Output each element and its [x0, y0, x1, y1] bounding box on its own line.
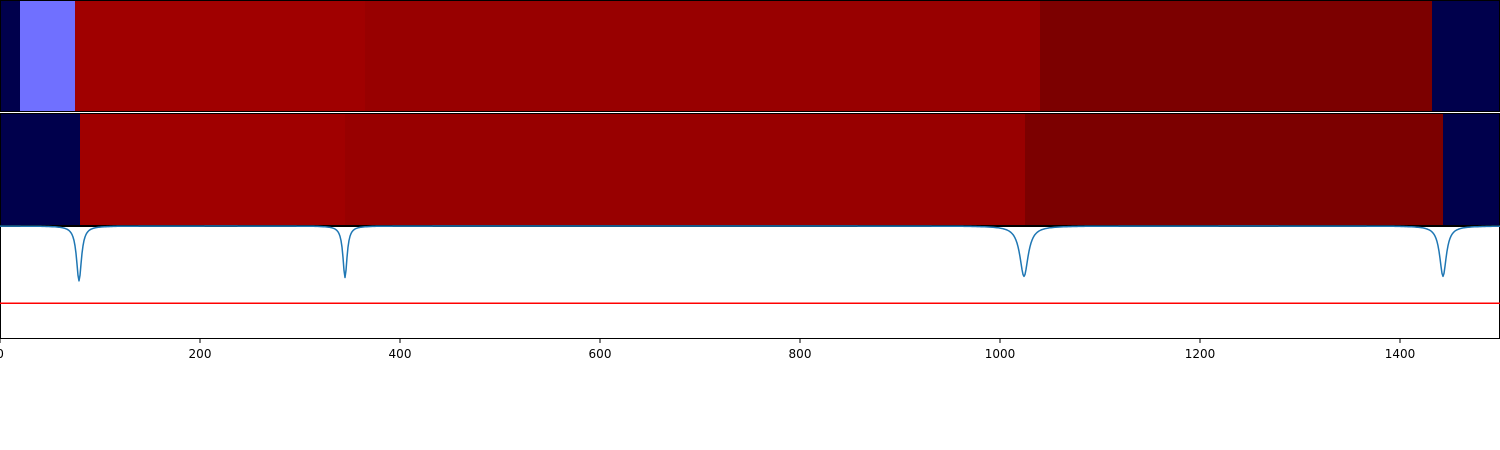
- heatmap-1-segment-5: [1432, 0, 1500, 112]
- heatmap-2-segment-4: [1443, 113, 1500, 226]
- series-line: [0, 225, 1500, 282]
- line-plot-frame: [0, 226, 1500, 339]
- heatmap-track-2: [0, 113, 1500, 226]
- x-tick-label-1000: 1000: [985, 347, 1016, 361]
- heatmap-2-segment-0: [0, 113, 80, 226]
- heatmap-2-segment-2: [345, 113, 1025, 226]
- x-tick-label-800: 800: [789, 347, 812, 361]
- x-axis: 0 200 400 600 800 1000 1200 1400: [0, 338, 1415, 361]
- x-tick-label-1400: 1400: [1385, 347, 1416, 361]
- heatmap-track-1: [0, 0, 1500, 112]
- x-tick-label-600: 600: [589, 347, 612, 361]
- heatmap-2-segment-3: [1025, 113, 1443, 226]
- heatmap-2-segment-1: [80, 113, 345, 226]
- x-tick-label-1200: 1200: [1185, 347, 1216, 361]
- heatmap-1-segment-1: [20, 0, 75, 112]
- x-tick-label-0: 0: [0, 347, 4, 361]
- heatmap-1-segment-3: [365, 0, 1040, 112]
- heatmap-1-segment-4: [1040, 0, 1432, 112]
- heatmap-1-segment-0: [0, 0, 20, 112]
- heatmap-1-segment-2: [75, 0, 365, 112]
- line-plot-panel: [0, 225, 1500, 339]
- x-tick-label-400: 400: [389, 347, 412, 361]
- x-tick-label-200: 200: [189, 347, 212, 361]
